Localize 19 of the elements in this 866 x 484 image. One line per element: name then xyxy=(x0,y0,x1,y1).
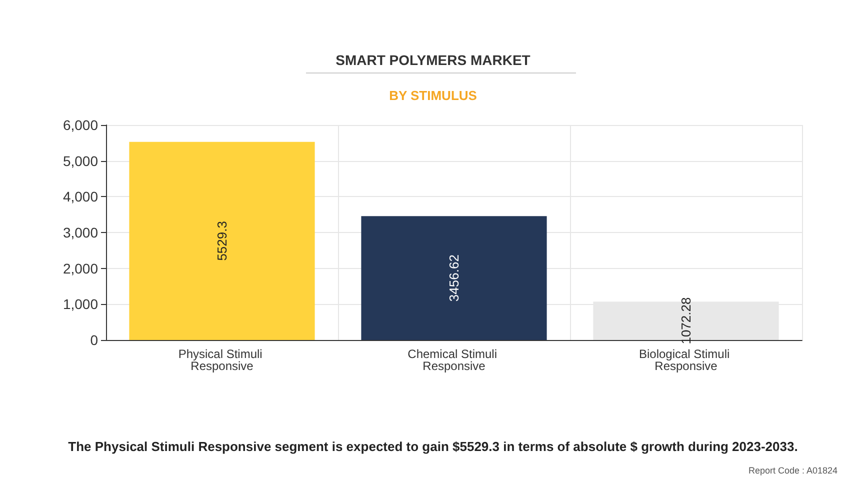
y-tick-label: 0 xyxy=(90,332,98,348)
bar xyxy=(361,216,547,340)
x-tick-label: Physical Stimuli Responsive xyxy=(178,347,266,373)
x-tick-label: Biological Stimuli Responsive xyxy=(638,347,734,373)
text: The Physical Stimuli Responsive segment is expected to gain $5529.3 in terms of absolute $ growth during 2023-2033. xyxy=(68,439,798,454)
y-tick-label: 1,000 xyxy=(62,296,98,312)
x-tick-label: Chemical Stimuli Responsive xyxy=(408,347,500,373)
data-label: 3456.62 xyxy=(446,254,462,302)
bar xyxy=(129,142,315,340)
chart-subtitle: BY STIMULUS xyxy=(389,88,478,103)
y-tick-label: 6,000 xyxy=(62,117,98,133)
y-tick-label: 2,000 xyxy=(62,260,98,276)
y-tick-label: 5,000 xyxy=(62,152,98,169)
data-label: 5529.3 xyxy=(214,221,230,261)
text: Report Code : A01824 xyxy=(748,466,838,476)
y-tick-label: 4,000 xyxy=(62,188,98,205)
y-tick-label: 3,000 xyxy=(62,224,98,240)
chart-title: SMART POLYMERS MARKET xyxy=(336,52,531,68)
data-label: 1072.28 xyxy=(678,297,694,344)
